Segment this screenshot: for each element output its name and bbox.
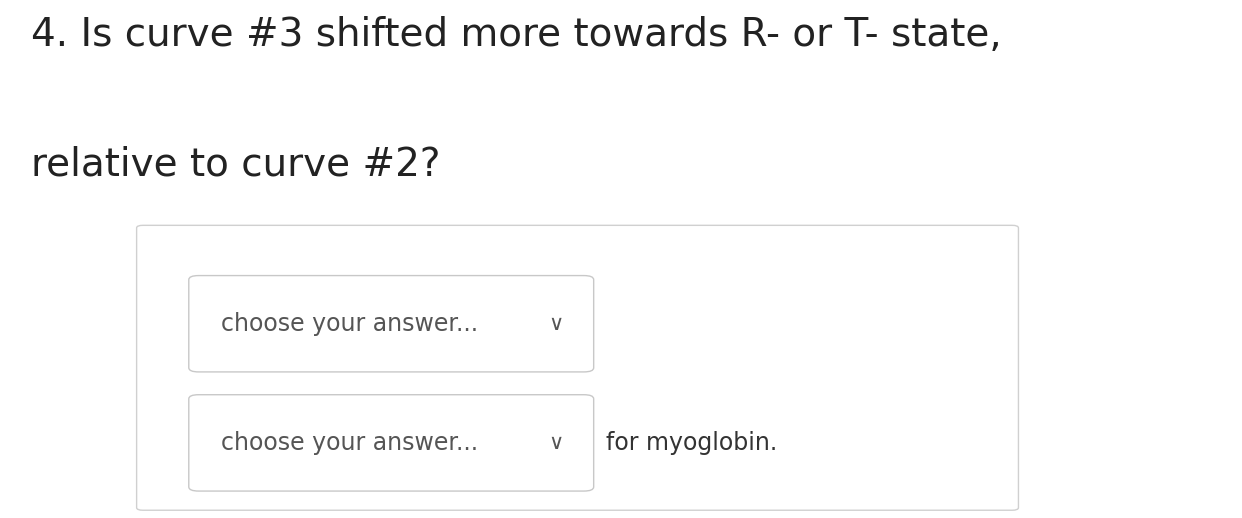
Text: ∨: ∨ xyxy=(549,433,564,453)
FancyBboxPatch shape xyxy=(189,395,594,491)
Text: ∨: ∨ xyxy=(549,314,564,334)
Text: choose your answer...: choose your answer... xyxy=(221,431,478,455)
Text: for myoglobin.: for myoglobin. xyxy=(606,431,777,455)
Text: relative to curve #2?: relative to curve #2? xyxy=(31,145,441,183)
FancyBboxPatch shape xyxy=(137,225,1018,510)
Text: for hemoglobin and: for hemoglobin and xyxy=(199,399,430,423)
Text: The binding curve for oxygen is: The binding curve for oxygen is xyxy=(199,275,573,298)
Text: 4. Is curve #3 shifted more towards R- or T- state,: 4. Is curve #3 shifted more towards R- o… xyxy=(31,16,1002,53)
Text: choose your answer...: choose your answer... xyxy=(221,312,478,336)
FancyBboxPatch shape xyxy=(189,276,594,372)
